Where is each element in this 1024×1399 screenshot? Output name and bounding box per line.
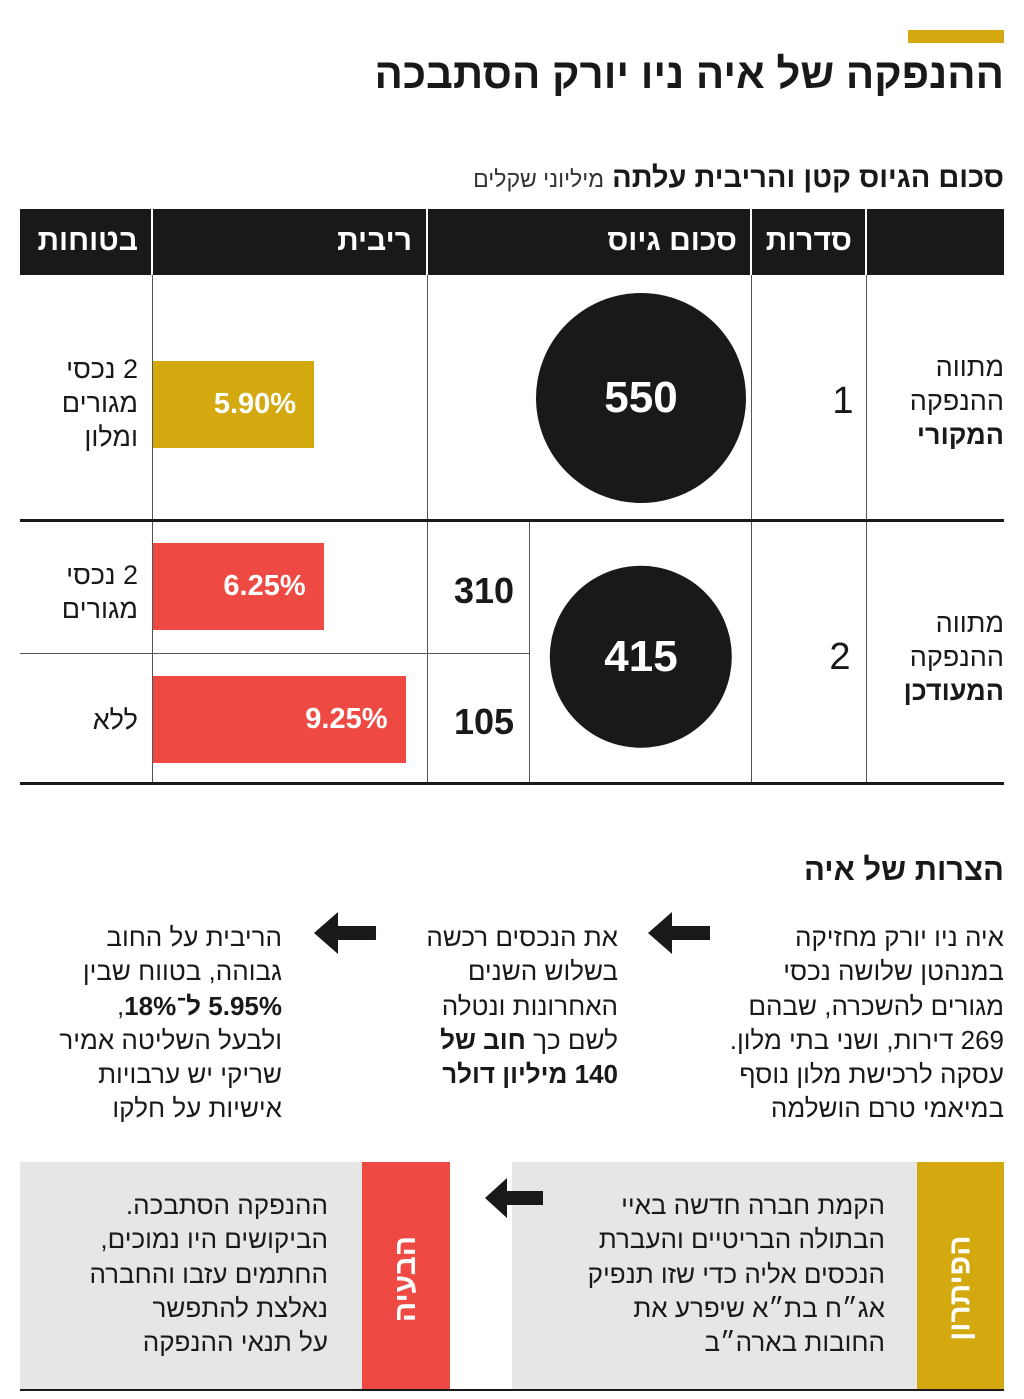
row-line [20,519,1004,522]
collateral-line: ומלון [84,422,138,452]
text-line: 269 דירות, ושני בתי מלון. [729,1024,1004,1055]
accent-bar [908,30,1004,43]
text-line: נאלצת להתפשר [152,1292,328,1323]
text-block: הריבית על החוב גבוהה, בטווח שבין 5.95% ל־… [59,920,282,1126]
column-line [866,275,867,783]
raise-value: 550 [604,372,678,422]
text-line: איה ניו יורק מחזיקה [794,922,1004,952]
problem-strip [362,1162,450,1390]
text-line: ולבעל השליטה אמיר [59,1024,282,1055]
text-line: את הנכסים רכשה [426,922,618,952]
text-block: הקמת חברה חדשה באיי הבתולה הבריטיים והעבר… [588,1188,885,1359]
column-header: סכום גיוס [607,224,737,257]
rate-label: 5.90% [213,388,297,420]
row-label-bold: המעודכן [903,676,1004,706]
row-label: מתווה ההנפקה המקורי [910,350,1004,452]
raise-circle: 415 [549,565,733,749]
section-title: הצרות של איה [803,852,1004,887]
arrow [314,912,376,954]
raise-circle: 550 [536,293,746,503]
text-line: שריקי יש ערבויות [98,1059,282,1090]
arrow [648,912,710,954]
collateral-line: מגורים [61,594,138,624]
fix-strip [917,1162,1004,1390]
collateral: ללא [92,705,138,735]
collateral-line: 2 נכסי [66,354,138,384]
series: 2 [829,636,851,678]
text-line: הקמת חברה חדשה באיי [621,1190,885,1220]
text-bold: חוב של [440,1024,526,1055]
text-line: הביקושים היו נמוכים, [100,1224,328,1255]
header-divider [750,209,752,275]
text-line: מגורים להשכרה, שבהם [748,990,1004,1021]
row-label: מתווה ההנפקה המעודכן [904,606,1004,708]
arrow [485,1178,543,1218]
row-label-bold: המקורי [916,420,1004,450]
column-header: ריבית [337,224,412,257]
subtitle: סכום הגיוס קטן והריבית עלתה [612,162,1004,194]
row-label-line: מתווה [935,608,1004,638]
rate-label: 9.25% [305,703,388,735]
row-label-line: ההנפקה [909,386,1004,416]
collateral-line: 2 נכסי [66,560,138,590]
table-header [20,209,1004,275]
column-line [152,275,153,783]
text-line: במיאמי טרם הושלמה [770,1093,1004,1124]
text-line: הבתולה הבריטיים והעברת [598,1224,885,1255]
unit: מיליוני שקלים [473,166,605,192]
text-line: החובות בארה״ב [704,1327,885,1358]
text-block: את הנכסים רכשה בשלוש השנים האחרונות ונטלה … [426,920,618,1091]
text-line: לשם כך [533,1024,618,1055]
column-line [427,275,428,783]
row-label-line: ההנפקה [909,642,1004,672]
title: ההנפקה של איה ניו יורק הסתבכה [374,50,1004,97]
text-line: אג״ח בת״א שיפרע את [633,1292,885,1323]
text-line: הנכסים אליה כדי שזו תנפיק [587,1258,885,1289]
text-line: החתמים עזבו והחברה [89,1258,328,1289]
text-line: במנהטן שלושה נכסי [783,956,1004,987]
subtitle-wrap: סכום הגיוס קטן והריבית עלתה מיליוני שקלי… [473,162,1004,195]
text-line: אישיות על חלקו [112,1093,282,1124]
rate-label: 6.25% [223,570,306,602]
column-header: בטוחות [37,224,139,257]
series: 1 [832,380,854,422]
rate-bar: 6.25% [153,543,324,630]
header-divider [151,209,153,275]
column-line [751,275,752,783]
bottom-line [20,1389,1004,1391]
rate-bar: 5.90% [153,361,315,448]
tranche-amount: 105 [453,701,515,742]
text-line: הריבית על החוב [106,922,282,952]
text-line: על תנאי ההנפקה [142,1327,328,1358]
text-punct: , [116,990,125,1021]
problem-label: הבעיה [389,1235,422,1323]
column-line [529,520,530,783]
text-line: האחרונות ונטלה [441,990,618,1021]
fix-label: הפיתרון [943,1235,977,1341]
collateral: 2 נכסי מגורים [62,558,138,626]
rate-bar: 9.25% [153,676,406,763]
column-header: סדרות [765,224,852,257]
text-bold: 5.95% ל־18% [124,990,282,1021]
header-divider [865,209,867,275]
raise-value: 415 [604,632,678,681]
text-line: ההנפקה הסתבכה. [125,1190,328,1220]
tranche-amount: 310 [453,570,515,611]
collateral-line: מגורים [61,388,138,418]
row-line [20,653,529,654]
text-line: עסקה לרכישת מלון נוסף [739,1059,1004,1090]
text-bold: 140 מיליון דולר [442,1059,618,1090]
collateral: 2 נכסי מגורים ומלון [62,352,138,454]
row-label-line: מתווה [935,352,1004,382]
text-line: בשלוש השנים [467,956,618,987]
text-block: איה ניו יורק מחזיקה במנהטן שלושה נכסי מגור… [730,920,1004,1126]
text-line: גבוהה, בטווח שבין [82,956,282,987]
text-block: ההנפקה הסתבכה. הביקושים היו נמוכים, החתמים… [89,1188,328,1359]
row-line [20,782,1004,785]
header-divider [426,209,428,275]
